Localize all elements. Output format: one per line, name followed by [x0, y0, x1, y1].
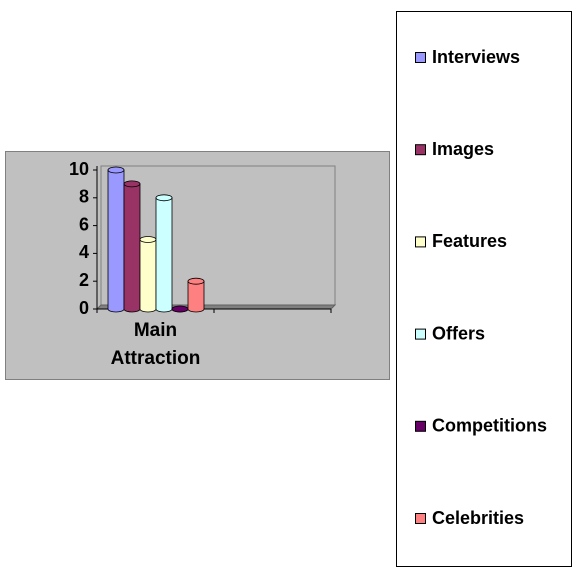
- y-tick-label: 6: [79, 214, 89, 234]
- legend-swatch: [415, 52, 426, 63]
- bar-body: [123, 183, 141, 313]
- legend-swatch: [415, 513, 426, 524]
- bar-body: [187, 280, 205, 313]
- bar-body: [107, 169, 125, 313]
- bar: [187, 277, 205, 313]
- legend-swatch: [415, 144, 426, 156]
- legend-label: Interviews: [432, 47, 520, 67]
- legend-label: Features: [432, 231, 507, 251]
- legend-label: Offers: [432, 323, 485, 343]
- y-tick-label: 2: [79, 270, 89, 290]
- y-tick-label: 8: [79, 187, 89, 207]
- bar: [123, 180, 141, 313]
- bar-top: [107, 166, 125, 174]
- bar-top: [155, 194, 173, 202]
- y-tick-label: 0: [79, 298, 89, 318]
- legend-label: Competitions: [432, 416, 547, 436]
- bar-body: [155, 197, 173, 313]
- bar-top: [139, 236, 157, 243]
- bar-body: [139, 239, 157, 313]
- x-tick-label: Main Attraction: [110, 320, 201, 369]
- legend-label: Celebrities: [432, 508, 524, 528]
- bar-top: [187, 277, 205, 285]
- legend-swatch: [415, 420, 426, 432]
- legend-label: Images: [432, 139, 494, 159]
- back-wall: [100, 165, 336, 305]
- bar: [139, 236, 157, 313]
- bar: [107, 166, 125, 313]
- legend-box: [396, 11, 572, 567]
- bar: [155, 194, 173, 313]
- bar-top: [171, 305, 189, 313]
- chart-area: [5, 151, 390, 380]
- y-tick-label: 10: [69, 159, 89, 179]
- legend-swatch: [415, 328, 426, 340]
- bar-top: [123, 180, 141, 188]
- y-tick-label: 4: [79, 242, 89, 262]
- bar: [171, 305, 189, 313]
- legend-swatch: [415, 236, 426, 248]
